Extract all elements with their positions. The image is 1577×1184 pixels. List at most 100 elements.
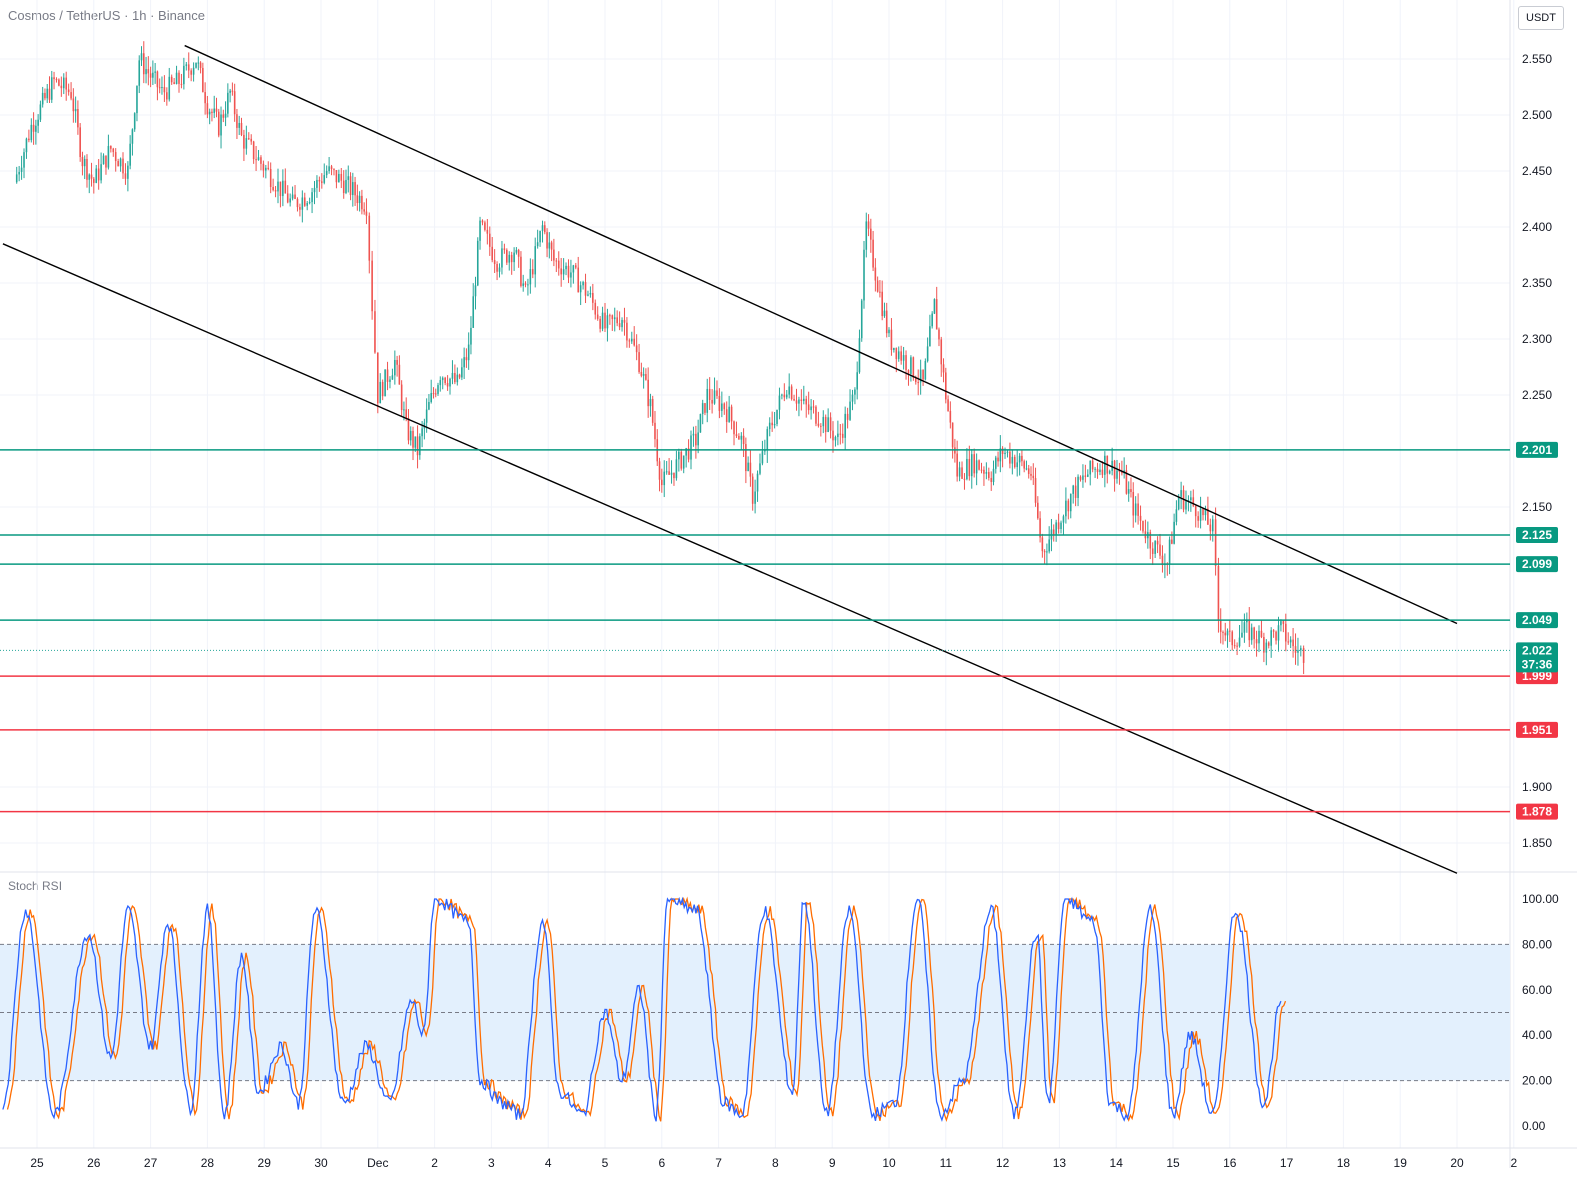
candle-body	[1207, 508, 1209, 525]
candle-body	[1072, 485, 1074, 494]
candle-body	[658, 461, 661, 480]
candle-body	[1236, 645, 1238, 647]
candle-body	[1006, 451, 1009, 453]
candle-body	[867, 221, 870, 229]
candle-body	[638, 352, 640, 372]
candle-body	[282, 180, 284, 197]
candle-body	[515, 249, 518, 253]
candle-body	[570, 272, 572, 278]
candle-body	[1134, 503, 1137, 516]
candle-body	[812, 406, 815, 408]
candle-body	[924, 361, 927, 380]
candle-body	[145, 69, 147, 75]
candle-body	[1292, 639, 1294, 647]
candle-body	[1302, 648, 1305, 663]
candle-body	[434, 393, 437, 395]
candle-body	[114, 152, 117, 162]
candle-body	[1074, 485, 1077, 498]
candle-body	[1142, 520, 1144, 532]
candle-body	[403, 409, 405, 411]
candle-body	[1121, 471, 1123, 474]
candle-body	[759, 463, 761, 474]
y-tick-label: 2.350	[1522, 276, 1552, 290]
candle-body	[323, 175, 326, 183]
channel-lines	[2, 44, 1458, 874]
candle-body	[673, 472, 675, 479]
candle-body	[1199, 508, 1202, 521]
candle-body	[565, 265, 567, 270]
candle-body	[968, 458, 971, 477]
candle-body	[1289, 639, 1292, 643]
candle-body	[912, 357, 915, 379]
candle-body	[730, 406, 733, 422]
candle-body	[1219, 619, 1222, 632]
candle-body	[342, 180, 345, 194]
candle-body	[421, 428, 423, 437]
candle-body	[716, 390, 718, 396]
x-tick-label: 26	[87, 1156, 101, 1170]
candle-body	[572, 265, 575, 273]
candle-body	[284, 180, 287, 194]
candle-body	[55, 79, 58, 81]
candle-body	[330, 166, 333, 170]
candle-body	[1272, 630, 1275, 632]
candles	[15, 41, 1305, 675]
candle-body	[517, 249, 520, 257]
candle-body	[95, 168, 98, 183]
candle-body	[665, 471, 668, 473]
candle-body	[119, 158, 122, 167]
candle-body	[1229, 630, 1231, 632]
candle-body	[247, 138, 250, 140]
candle-body	[227, 92, 229, 114]
candle-body	[345, 179, 347, 194]
candle-body	[506, 249, 508, 263]
x-tick-label: 3	[488, 1156, 495, 1170]
candle-body	[1275, 631, 1277, 641]
candle-body	[970, 454, 973, 477]
candle-body	[1209, 524, 1212, 532]
x-tick-label: 28	[201, 1156, 215, 1170]
candle-body	[65, 77, 68, 90]
y-tick-label: 1.900	[1522, 780, 1552, 794]
candle-body	[815, 406, 817, 424]
candle-body	[279, 181, 282, 197]
candle-body	[1263, 637, 1265, 653]
candle-body	[536, 242, 539, 247]
candle-body	[897, 351, 900, 359]
level-tag-label: 2.125	[1522, 528, 1552, 542]
candle-body	[827, 417, 829, 433]
candle-body	[425, 409, 428, 423]
candle-body	[854, 389, 856, 395]
candle-body	[1255, 639, 1258, 644]
currency-selector[interactable]: USDT	[1518, 6, 1564, 30]
candle-body	[18, 171, 20, 175]
candle-body	[88, 174, 91, 180]
candle-body	[988, 472, 990, 478]
candle-body	[294, 194, 296, 199]
candle-body	[1151, 548, 1154, 554]
candle-body	[546, 232, 548, 249]
y-tick-label: 2.400	[1522, 220, 1552, 234]
candle-body	[907, 370, 910, 374]
candle-body	[260, 157, 262, 164]
stoch-band-fill	[0, 944, 1510, 1081]
level-tag	[1516, 556, 1558, 573]
candle-body	[1052, 529, 1055, 535]
candle-body	[938, 329, 940, 340]
candle-body	[810, 406, 812, 411]
countdown-label: 37:36	[1522, 657, 1553, 671]
candle-body	[481, 220, 484, 223]
candle-body	[999, 448, 1002, 462]
candle-body	[229, 90, 231, 93]
candle-body	[947, 399, 949, 411]
candle-body	[257, 157, 260, 161]
candle-body	[374, 311, 376, 353]
candle-body	[771, 422, 773, 426]
candle-body	[594, 302, 597, 315]
candle-body	[396, 359, 398, 365]
candle-body	[46, 88, 49, 99]
candle-body	[534, 246, 537, 275]
candle-body	[154, 71, 156, 73]
channel-upper	[184, 44, 1458, 625]
